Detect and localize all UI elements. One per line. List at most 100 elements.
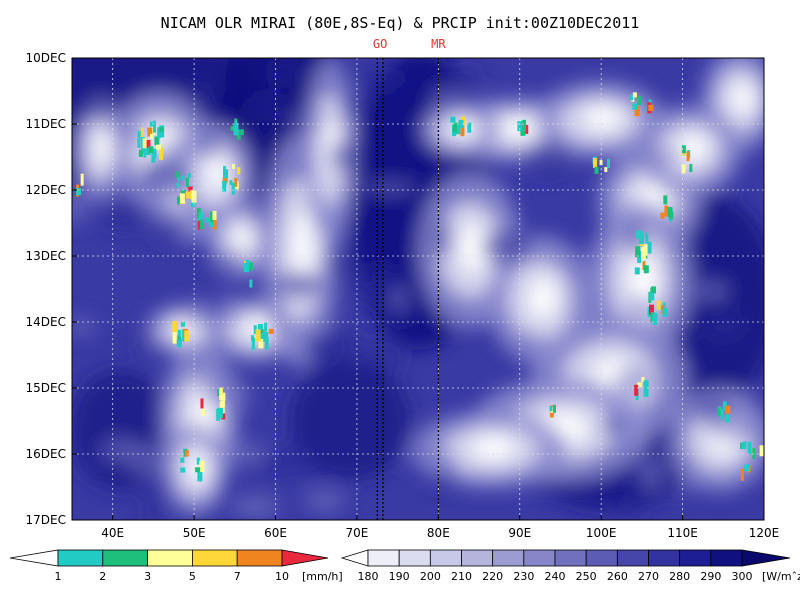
olr-patch bbox=[186, 297, 216, 330]
olr-colorbar-segment bbox=[492, 549, 525, 567]
precip-colorbar-label: 1 bbox=[55, 570, 62, 583]
precip-cell bbox=[253, 325, 257, 335]
precip-cell bbox=[681, 145, 686, 154]
olr-patch bbox=[245, 95, 288, 117]
precip-cell bbox=[185, 191, 191, 199]
precip-cell bbox=[200, 398, 204, 409]
precip-cell bbox=[176, 182, 180, 188]
olr-patch bbox=[290, 360, 410, 480]
olr-patch bbox=[140, 481, 171, 499]
olr-patch bbox=[691, 280, 730, 303]
olr-patch bbox=[445, 175, 473, 203]
precip-cell bbox=[263, 335, 268, 342]
olr-colorbar-label: 220 bbox=[482, 570, 503, 583]
y-tick-label: 13DEC bbox=[26, 249, 66, 263]
olr-patch bbox=[80, 101, 113, 120]
olr-patch bbox=[364, 181, 416, 194]
precip-cell bbox=[149, 121, 153, 127]
olr-patch bbox=[219, 290, 239, 321]
precip-cell bbox=[157, 127, 162, 139]
precip-cell bbox=[718, 407, 722, 416]
precip-cell bbox=[450, 116, 456, 123]
precip-cell bbox=[229, 180, 233, 186]
precip-cell bbox=[176, 339, 182, 348]
olr-patch bbox=[637, 454, 666, 492]
marker-label: GO bbox=[373, 37, 387, 51]
precip-cell bbox=[155, 144, 161, 150]
x-tick-label: 60E bbox=[264, 526, 287, 540]
x-axis: 40E 50E 60E 70E 80E 90E 100E 110E 120E bbox=[101, 515, 779, 540]
olr-patch bbox=[146, 176, 176, 212]
precip-cell bbox=[649, 292, 655, 301]
olr-colorbar-label: 300 bbox=[732, 570, 753, 583]
precip-cell bbox=[222, 181, 227, 187]
precip-field bbox=[76, 92, 764, 482]
olr-patch bbox=[72, 316, 95, 336]
marker-label: MR bbox=[431, 37, 446, 51]
precip-cell bbox=[176, 196, 180, 205]
precip-cell bbox=[643, 244, 648, 256]
precip-cell bbox=[208, 218, 214, 227]
precip-colorbar-label: 2 bbox=[99, 570, 106, 583]
precip-cell bbox=[517, 121, 523, 132]
olr-patch bbox=[234, 226, 252, 250]
olr-patch bbox=[454, 67, 484, 82]
precip-cell bbox=[243, 263, 249, 273]
precip-cell bbox=[247, 262, 253, 271]
olr-patch bbox=[434, 219, 452, 258]
olr-patch bbox=[352, 65, 403, 91]
precip-cell bbox=[641, 376, 645, 382]
precip-cell bbox=[219, 387, 223, 400]
precip-cell bbox=[151, 152, 156, 163]
precip-cell bbox=[151, 126, 155, 135]
precip-cell bbox=[230, 125, 234, 131]
precip-cell bbox=[648, 304, 654, 315]
precip-cell bbox=[656, 300, 661, 310]
olr-patch bbox=[430, 85, 469, 117]
x-tick-label: 80E bbox=[427, 526, 450, 540]
precip-cell bbox=[177, 176, 181, 182]
olr-colorbar-label: 270 bbox=[638, 570, 659, 583]
chart-title: NICAM OLR MIRAI (80E,8S-Eq) & PRCIP init… bbox=[161, 14, 640, 32]
precip-cell bbox=[184, 450, 189, 457]
precip-cell bbox=[222, 177, 228, 184]
precip-cell bbox=[594, 166, 599, 174]
precip-cell bbox=[180, 457, 185, 463]
x-tick-label: 100E bbox=[586, 526, 617, 540]
precip-cell bbox=[220, 392, 226, 401]
x-tick-label: 40E bbox=[101, 526, 124, 540]
olr-patch bbox=[101, 199, 146, 231]
precip-cell bbox=[219, 401, 225, 414]
precip-cell bbox=[643, 389, 649, 397]
precip-cell bbox=[455, 124, 461, 135]
x-tick-label: 70E bbox=[346, 526, 369, 540]
olr-patch bbox=[585, 106, 621, 130]
olr-patch bbox=[312, 327, 362, 363]
precip-cell bbox=[651, 286, 657, 294]
precip-cell bbox=[593, 157, 598, 168]
olr-patch bbox=[96, 132, 110, 164]
precip-cell bbox=[140, 127, 144, 138]
precip-cell bbox=[452, 123, 457, 133]
olr-colorbar-segment bbox=[648, 549, 681, 567]
precip-cell bbox=[234, 121, 238, 134]
precip-colorbar-segment bbox=[147, 549, 193, 567]
precip-cell bbox=[191, 190, 197, 203]
olr-patch bbox=[360, 341, 404, 378]
olr-patch bbox=[609, 501, 644, 520]
precip-colorbar-segment bbox=[191, 549, 238, 567]
precip-cell bbox=[189, 190, 193, 200]
precip-cell bbox=[237, 167, 241, 175]
precip-cell bbox=[197, 220, 201, 230]
olr-colorbar-label: 280 bbox=[669, 570, 690, 583]
precip-cell bbox=[259, 329, 265, 340]
precip-cell bbox=[647, 241, 652, 254]
precip-cell bbox=[196, 457, 200, 465]
precip-cell bbox=[637, 382, 643, 388]
precip-cell bbox=[607, 159, 611, 169]
precip-cell bbox=[180, 321, 185, 327]
precip-cell bbox=[552, 404, 556, 413]
olr-patch bbox=[706, 406, 757, 441]
olr-colorbar-segment bbox=[679, 549, 712, 567]
precip-cell bbox=[223, 166, 227, 176]
